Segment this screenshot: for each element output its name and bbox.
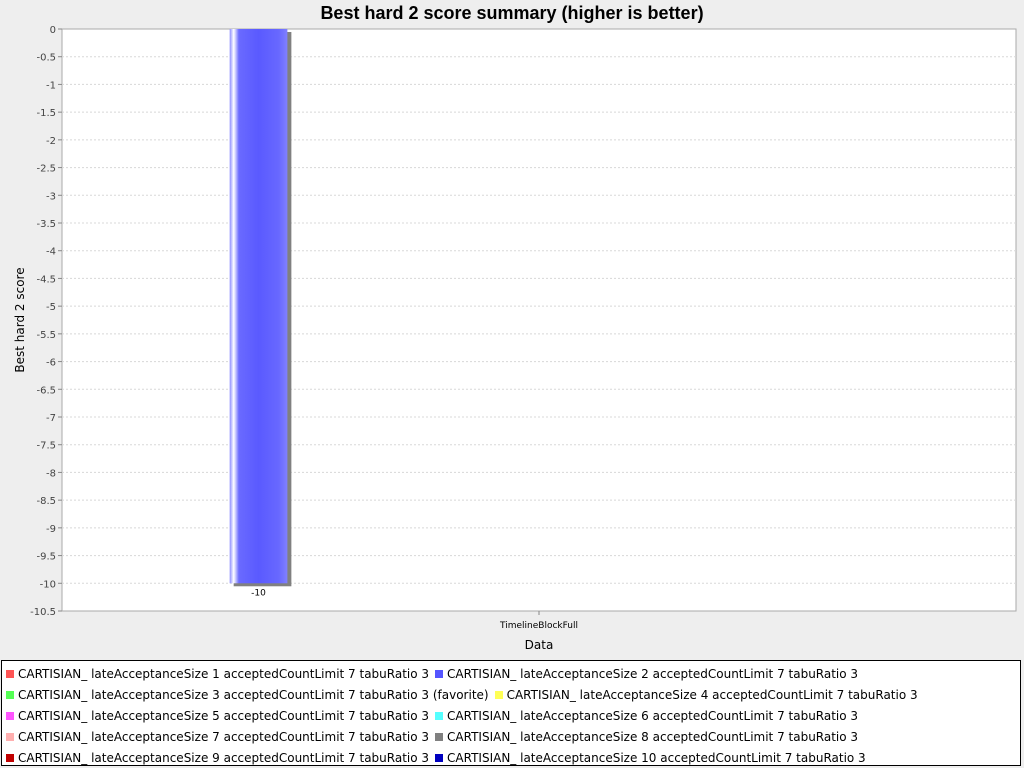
bar: [229, 29, 288, 584]
legend-row: CARTISIAN_ lateAcceptanceSize 1 accepted…: [6, 664, 1020, 685]
y-tick-label: -3.5: [36, 219, 56, 230]
legend-swatch: [435, 732, 444, 741]
legend-item: CARTISIAN_ lateAcceptanceSize 8 accepted…: [435, 730, 858, 744]
y-tick-label: 0: [50, 25, 56, 36]
bar-value-label: -10: [251, 588, 266, 598]
chart-title: Best hard 2 score summary (higher is bet…: [320, 3, 703, 23]
legend: CARTISIAN_ lateAcceptanceSize 1 accepted…: [1, 660, 1021, 766]
y-tick-label: -10: [40, 579, 56, 590]
legend-item: CARTISIAN_ lateAcceptanceSize 2 accepted…: [435, 667, 858, 681]
y-tick-label: -5.5: [36, 330, 56, 341]
legend-item: CARTISIAN_ lateAcceptanceSize 1 accepted…: [6, 667, 429, 681]
legend-item: CARTISIAN_ lateAcceptanceSize 6 accepted…: [435, 709, 858, 723]
x-tick-label: TimelineBlockFull: [499, 621, 578, 631]
legend-item: CARTISIAN_ lateAcceptanceSize 7 accepted…: [6, 730, 429, 744]
legend-row: CARTISIAN_ lateAcceptanceSize 5 accepted…: [6, 706, 1020, 727]
legend-swatch: [435, 670, 444, 679]
y-tick-label: -0.5: [36, 53, 56, 64]
y-axis-label: Best hard 2 score: [13, 267, 27, 372]
y-tick-label: -6.5: [36, 385, 56, 396]
legend-row: CARTISIAN_ lateAcceptanceSize 3 accepted…: [6, 685, 1020, 706]
legend-item: CARTISIAN_ lateAcceptanceSize 4 accepted…: [494, 688, 918, 703]
y-tick-label: -9: [46, 524, 56, 535]
legend-swatch: [6, 753, 14, 762]
y-tick-label: -10.5: [30, 607, 56, 618]
y-tick-label: -2: [46, 136, 56, 147]
y-tick-label: -9.5: [36, 552, 56, 563]
x-axis: TimelineBlockFull: [499, 611, 578, 631]
legend-row: CARTISIAN_ lateAcceptanceSize 7 accepted…: [6, 726, 1020, 747]
x-axis-label: Data: [525, 638, 554, 652]
legend-item: CARTISIAN_ lateAcceptanceSize 3 accepted…: [6, 688, 489, 702]
y-tick-label: -6: [46, 358, 56, 369]
y-tick-label: -4.5: [36, 274, 56, 285]
y-tick-label: -2.5: [36, 164, 56, 175]
legend-swatch: [6, 711, 14, 720]
legend-label: CARTISIAN_ lateAcceptanceSize 1 accepted…: [18, 667, 430, 682]
legend-item: CARTISIAN_ lateAcceptanceSize 9 accepted…: [6, 751, 429, 765]
y-tick-label: -8.5: [36, 496, 56, 507]
legend-swatch: [6, 732, 14, 741]
y-axis: 0 -0.5 -1 -1.5 -2 -2.5 -3 -3.5 -4 -4.5 -5 -5.5 -6 -6.…: [30, 25, 62, 618]
legend-swatch: [435, 753, 444, 762]
legend-swatch: [494, 691, 503, 700]
y-tick-label: -1: [46, 80, 56, 91]
legend-swatch: [435, 711, 444, 720]
legend-swatch: [6, 691, 14, 700]
y-tick-label: -7.5: [36, 441, 56, 452]
legend-label: CARTISIAN_ lateAcceptanceSize 9 accepted…: [18, 750, 430, 765]
legend-label: CARTISIAN_ lateAcceptanceSize 10 accepte…: [447, 750, 866, 765]
bar-chart: Best hard 2 score summary (higher is bet…: [13, 3, 1017, 652]
legend-row: CARTISIAN_ lateAcceptanceSize 9 accepted…: [6, 747, 1020, 768]
legend-label: CARTISIAN_ lateAcceptanceSize 6 accepted…: [447, 708, 859, 723]
y-tick-label: -4: [46, 247, 56, 258]
plot-area: [61, 28, 1017, 612]
y-tick-label: -3: [46, 191, 56, 202]
bar-series: -10: [229, 29, 292, 598]
y-tick-label: -8: [46, 468, 56, 479]
legend-label: CARTISIAN_ lateAcceptanceSize 8 accepted…: [447, 729, 859, 744]
legend-item: CARTISIAN_ lateAcceptanceSize 5 accepted…: [6, 709, 429, 723]
legend-item: CARTISIAN_ lateAcceptanceSize 10 accepte…: [435, 751, 866, 765]
gridlines: [62, 56, 1016, 584]
legend-label: CARTISIAN_ lateAcceptanceSize 3 accepted…: [18, 688, 489, 703]
legend-label: CARTISIAN_ lateAcceptanceSize 7 accepted…: [18, 729, 430, 744]
y-tick-label: -7: [46, 413, 56, 424]
legend-label: CARTISIAN_ lateAcceptanceSize 5 accepted…: [18, 708, 430, 723]
y-tick-label: -1.5: [36, 108, 56, 119]
legend-swatch: [6, 670, 14, 679]
legend-label: CARTISIAN_ lateAcceptanceSize 4 accepted…: [506, 688, 918, 703]
legend-label: CARTISIAN_ lateAcceptanceSize 2 accepted…: [447, 667, 859, 682]
y-tick-label: -5: [46, 302, 56, 313]
